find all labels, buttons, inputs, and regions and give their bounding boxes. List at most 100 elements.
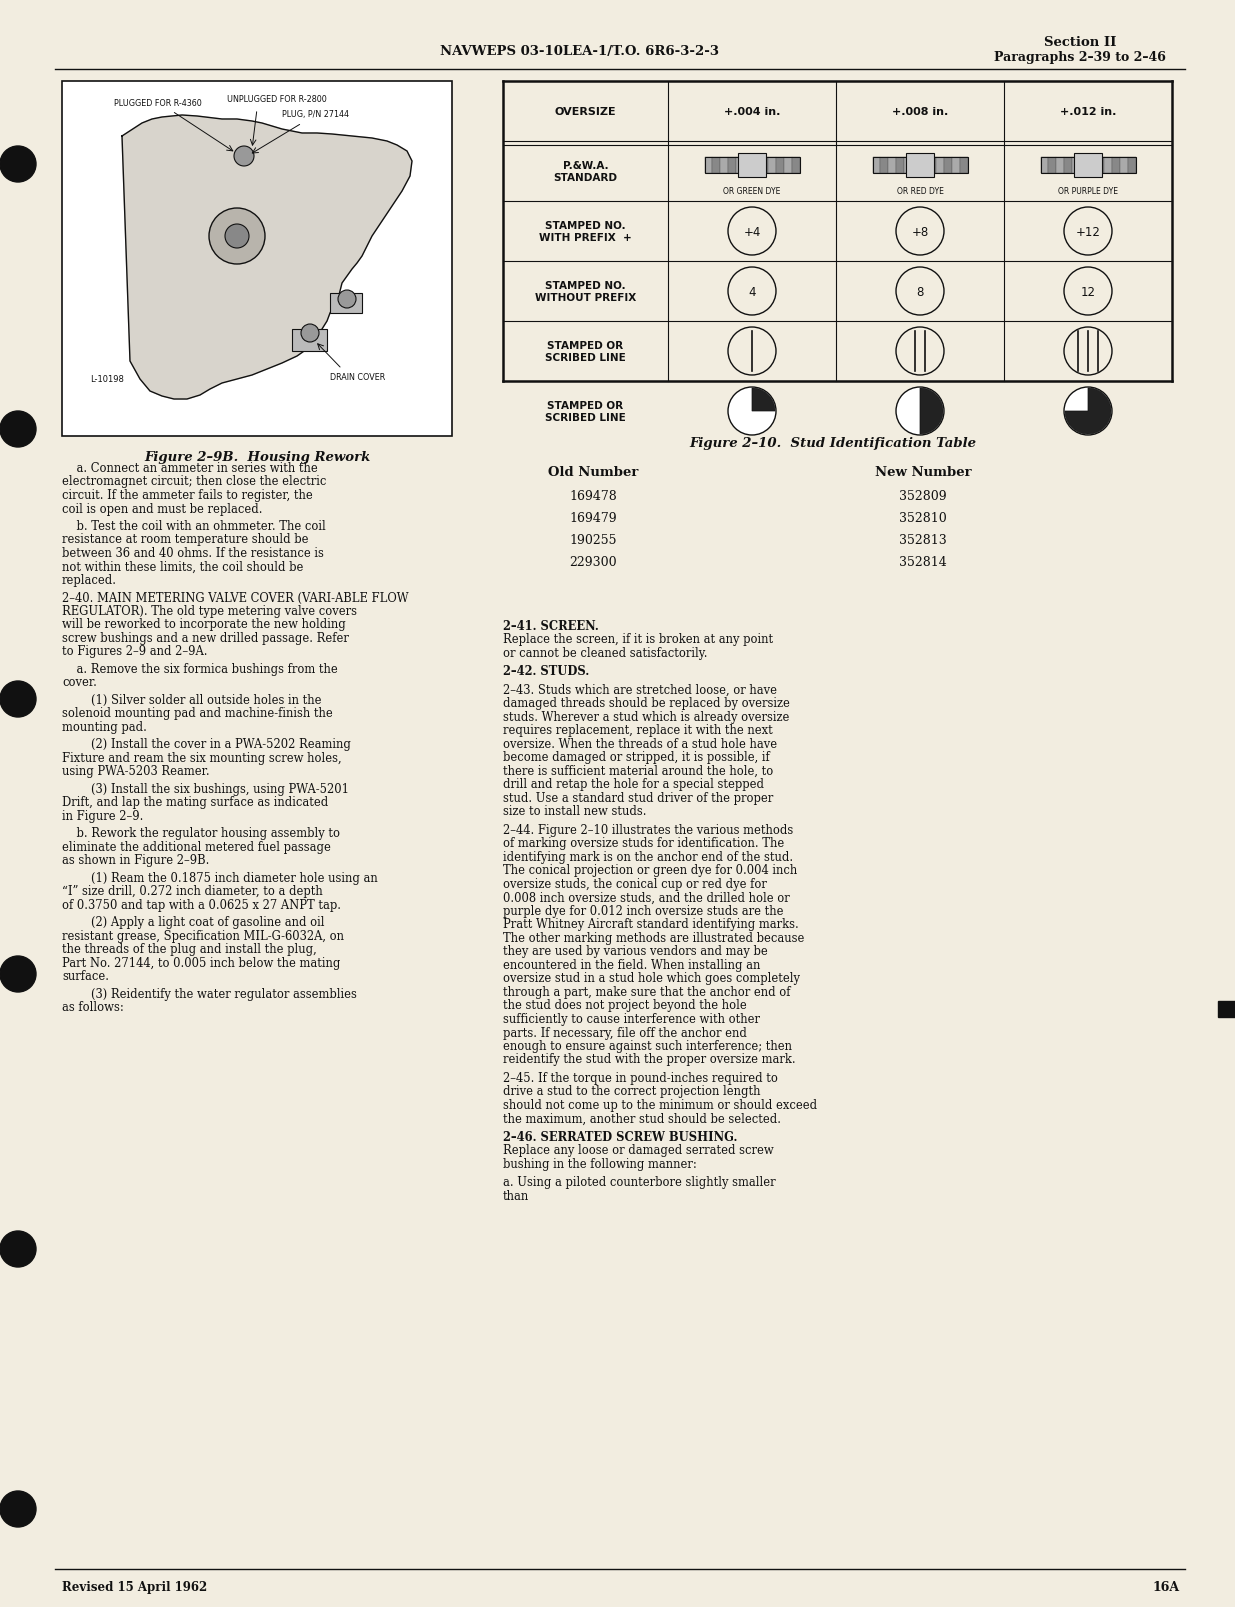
Text: 0.008 inch oversize studs, and the drilled hole or: 0.008 inch oversize studs, and the drill… <box>503 890 789 903</box>
Text: encountered in the field. When installing an: encountered in the field. When installin… <box>503 958 761 971</box>
Bar <box>1041 157 1135 174</box>
Bar <box>792 157 799 174</box>
Text: not within these limits, the coil should be: not within these limits, the coil should… <box>62 561 304 574</box>
Text: +12: +12 <box>1076 225 1100 238</box>
Text: Drift, and lap the mating surface as indicated: Drift, and lap the mating surface as ind… <box>62 795 329 808</box>
Text: Fixture and ream the six mounting screw holes,: Fixture and ream the six mounting screw … <box>62 752 342 765</box>
Bar <box>1095 157 1104 174</box>
Text: 12: 12 <box>1081 286 1095 299</box>
Text: mounting pad.: mounting pad. <box>62 720 147 733</box>
Circle shape <box>897 387 944 435</box>
Text: +.012 in.: +.012 in. <box>1060 108 1116 117</box>
Text: STAMPED OR
SCRIBED LINE: STAMPED OR SCRIBED LINE <box>545 341 626 363</box>
Text: “I” size drill, 0.272 inch diameter, to a depth: “I” size drill, 0.272 inch diameter, to … <box>62 885 322 898</box>
Text: of marking oversize studs for identification. The: of marking oversize studs for identifica… <box>503 837 784 850</box>
Bar <box>920 157 927 174</box>
Text: 2–45. If the torque in pound-inches required to: 2–45. If the torque in pound-inches requ… <box>503 1072 778 1085</box>
Text: 169478: 169478 <box>569 490 616 503</box>
Text: +8: +8 <box>911 225 929 238</box>
Text: drive a stud to the correct projection length: drive a stud to the correct projection l… <box>503 1085 761 1098</box>
Text: than: than <box>503 1189 530 1202</box>
Text: Revised 15 April 1962: Revised 15 April 1962 <box>62 1581 207 1594</box>
Circle shape <box>0 146 36 183</box>
Text: 2–40. MAIN METERING VALVE COVER (VARI-ABLE FLOW: 2–40. MAIN METERING VALVE COVER (VARI-AB… <box>62 591 409 604</box>
Bar <box>1081 157 1088 174</box>
Text: stud. Use a standard stud driver of the proper: stud. Use a standard stud driver of the … <box>503 792 773 805</box>
Text: OR RED DYE: OR RED DYE <box>897 188 944 196</box>
Text: the threads of the plug and install the plug,: the threads of the plug and install the … <box>62 943 316 956</box>
Text: coil is open and must be replaced.: coil is open and must be replaced. <box>62 501 263 516</box>
Bar <box>743 157 752 174</box>
Text: 352809: 352809 <box>899 490 947 503</box>
Bar <box>904 157 913 174</box>
Text: through a part, make sure that the anchor end of: through a part, make sure that the ancho… <box>503 985 790 998</box>
Text: solenoid mounting pad and machine-finish the: solenoid mounting pad and machine-finish… <box>62 707 332 720</box>
Circle shape <box>0 681 36 718</box>
Polygon shape <box>122 116 412 400</box>
Text: resistant grease, Specification MIL-G-6032A, on: resistant grease, Specification MIL-G-60… <box>62 929 345 942</box>
Text: 352813: 352813 <box>899 534 947 546</box>
Text: OR GREEN DYE: OR GREEN DYE <box>724 188 781 196</box>
Text: OVERSIZE: OVERSIZE <box>555 108 616 117</box>
Text: as follows:: as follows: <box>62 1001 124 1014</box>
Text: damaged threads should be replaced by oversize: damaged threads should be replaced by ov… <box>503 697 790 710</box>
Text: oversize. When the threads of a stud hole have: oversize. When the threads of a stud hol… <box>503 738 777 750</box>
Circle shape <box>0 956 36 993</box>
Bar <box>704 157 713 174</box>
Text: L-10198: L-10198 <box>90 376 124 384</box>
Text: sufficiently to cause interference with other: sufficiently to cause interference with … <box>503 1012 760 1025</box>
Bar <box>927 157 936 174</box>
Circle shape <box>225 225 249 249</box>
Bar <box>1074 154 1102 178</box>
Text: a. Connect an ammeter in series with the: a. Connect an ammeter in series with the <box>62 461 317 474</box>
Text: will be reworked to incorporate the new holding: will be reworked to incorporate the new … <box>62 619 346 632</box>
Text: requires replacement, replace it with the next: requires replacement, replace it with th… <box>503 725 773 738</box>
Wedge shape <box>920 389 944 435</box>
Bar <box>776 157 784 174</box>
Text: screw bushings and a new drilled passage. Refer: screw bushings and a new drilled passage… <box>62 632 348 644</box>
Text: (3) Reidentify the water regulator assemblies: (3) Reidentify the water regulator assem… <box>62 987 357 1001</box>
Text: purple dye for 0.012 inch oversize studs are the: purple dye for 0.012 inch oversize studs… <box>503 905 783 918</box>
Bar <box>1112 157 1120 174</box>
Text: OR PURPLE DYE: OR PURPLE DYE <box>1058 188 1118 196</box>
Bar <box>872 157 967 174</box>
Text: Replace any loose or damaged serrated screw: Replace any loose or damaged serrated sc… <box>503 1144 774 1157</box>
Text: the maximum, another stud should be selected.: the maximum, another stud should be sele… <box>503 1112 781 1125</box>
Bar <box>952 157 960 174</box>
Text: circuit. If the ammeter fails to register, the: circuit. If the ammeter fails to registe… <box>62 489 312 501</box>
Text: DRAIN COVER: DRAIN COVER <box>330 373 385 381</box>
Text: to Figures 2–9 and 2–9A.: to Figures 2–9 and 2–9A. <box>62 644 207 659</box>
Text: STAMPED NO.
WITHOUT PREFIX: STAMPED NO. WITHOUT PREFIX <box>535 281 636 302</box>
Text: Figure 2–9B.  Housing Rework: Figure 2–9B. Housing Rework <box>143 450 370 463</box>
Text: b. Rework the regulator housing assembly to: b. Rework the regulator housing assembly… <box>62 828 340 840</box>
Text: (3) Install the six bushings, using PWA-5201: (3) Install the six bushings, using PWA-… <box>62 783 350 795</box>
Text: Old Number: Old Number <box>548 466 638 479</box>
Text: STAMPED NO.
WITH PREFIX  +: STAMPED NO. WITH PREFIX + <box>540 222 632 243</box>
Text: enough to ensure against such interference; then: enough to ensure against such interferen… <box>503 1040 792 1053</box>
Text: +.004 in.: +.004 in. <box>724 108 781 117</box>
Text: 352810: 352810 <box>899 513 947 525</box>
Text: size to install new studs.: size to install new studs. <box>503 805 646 818</box>
Text: or cannot be cleaned satisfactorily.: or cannot be cleaned satisfactorily. <box>503 646 708 659</box>
Text: using PWA-5203 Reamer.: using PWA-5203 Reamer. <box>62 765 210 778</box>
Text: 2–43. Studs which are stretched loose, or have: 2–43. Studs which are stretched loose, o… <box>503 683 777 696</box>
Text: oversize stud in a stud hole which goes completely: oversize stud in a stud hole which goes … <box>503 972 800 985</box>
Text: +4: +4 <box>743 225 761 238</box>
Bar <box>936 157 944 174</box>
Text: b. Test the coil with an ohmmeter. The coil: b. Test the coil with an ohmmeter. The c… <box>62 519 326 532</box>
Text: PLUG, P/N 27144: PLUG, P/N 27144 <box>282 109 350 119</box>
Text: 169479: 169479 <box>569 513 616 525</box>
Wedge shape <box>1065 389 1112 435</box>
Text: +.008 in.: +.008 in. <box>892 108 948 117</box>
Text: of 0.3750 and tap with a 0.0625 x 27 ANPT tap.: of 0.3750 and tap with a 0.0625 x 27 ANP… <box>62 898 341 911</box>
Text: eliminate the additional metered fuel passage: eliminate the additional metered fuel pa… <box>62 840 331 853</box>
Text: reidentify the stud with the proper oversize mark.: reidentify the stud with the proper over… <box>503 1053 795 1065</box>
Bar <box>739 154 766 178</box>
Text: P.&W.A.
STANDARD: P.&W.A. STANDARD <box>553 161 618 183</box>
Text: Pratt Whitney Aircraft standard identifying marks.: Pratt Whitney Aircraft standard identify… <box>503 918 799 930</box>
Text: (1) Ream the 0.1875 inch diameter hole using an: (1) Ream the 0.1875 inch diameter hole u… <box>62 871 378 884</box>
Text: cover.: cover. <box>62 677 96 689</box>
Text: between 36 and 40 ohms. If the resistance is: between 36 and 40 ohms. If the resistanc… <box>62 546 324 559</box>
Text: NAVWEPS 03-10LEA-1/T.O. 6R6-3-2-3: NAVWEPS 03-10LEA-1/T.O. 6R6-3-2-3 <box>441 45 720 58</box>
Bar <box>704 157 799 174</box>
